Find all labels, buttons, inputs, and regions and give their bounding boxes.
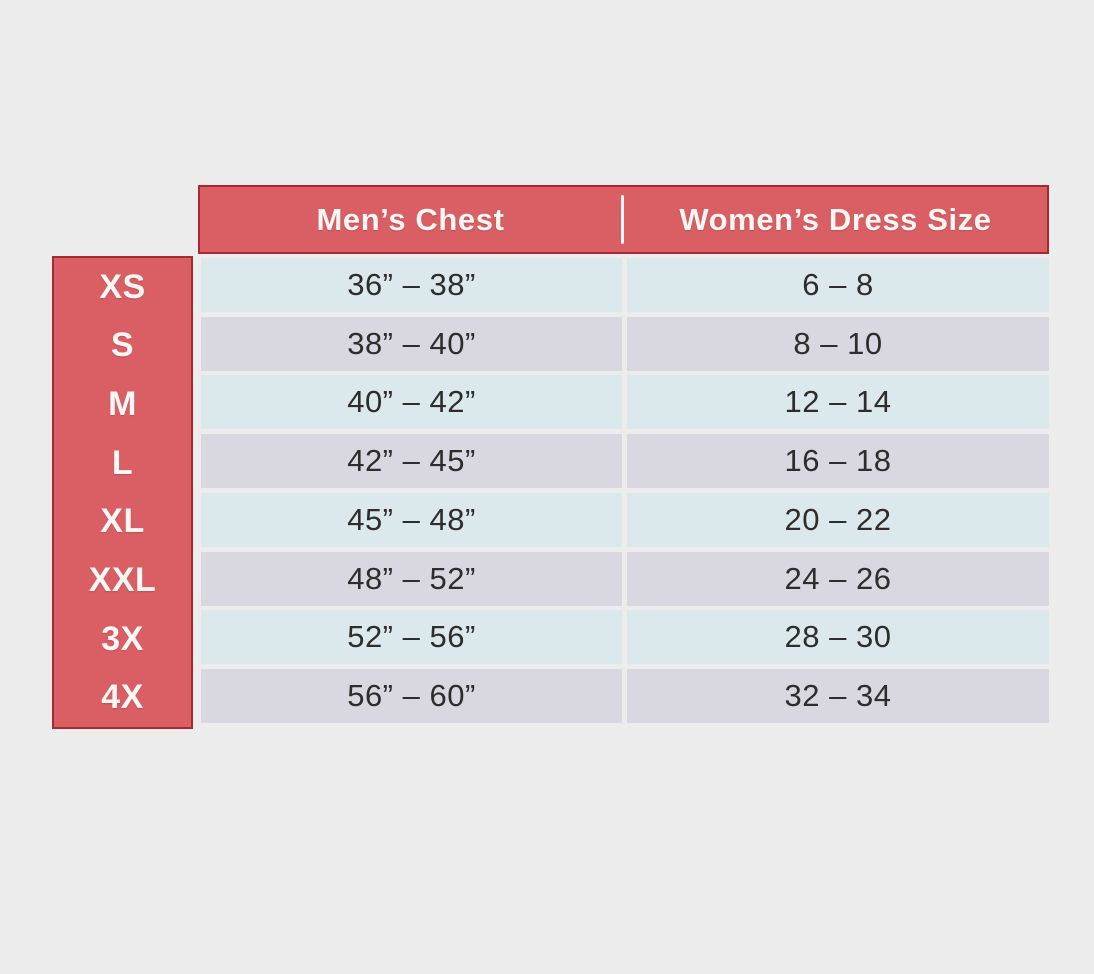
- womens-dress-value: 32 – 34: [627, 668, 1049, 723]
- womens-dress-value: 6 – 8: [627, 258, 1049, 312]
- header-divider: [621, 195, 624, 244]
- table-row: 40” – 42” 12 – 14: [201, 375, 1049, 430]
- table-row: 42” – 45” 16 – 18: [201, 434, 1049, 489]
- row-label-l: L: [111, 443, 134, 482]
- table-row: 38” – 40” 8 – 10: [201, 316, 1049, 371]
- table-row: 56” – 60” 32 – 34: [201, 668, 1049, 723]
- mens-chest-value: 38” – 40”: [201, 316, 622, 371]
- table-row: 36” – 38” 6 – 8: [201, 258, 1049, 312]
- size-label-column: XS S M L XL XXL 3X 4X: [52, 256, 193, 729]
- mens-chest-value: 45” – 48”: [201, 492, 622, 547]
- womens-dress-value: 24 – 26: [627, 551, 1049, 606]
- table-body: 36” – 38” 6 – 8 38” – 40” 8 – 10 40” – 4…: [201, 258, 1049, 723]
- mens-chest-value: 36” – 38”: [201, 258, 622, 312]
- table-header: Men’s Chest Women’s Dress Size: [198, 185, 1049, 254]
- row-label-xxl: XXL: [88, 560, 157, 599]
- womens-dress-value: 20 – 22: [627, 492, 1049, 547]
- row-label-xl: XL: [100, 502, 145, 541]
- mens-chest-value: 42” – 45”: [201, 434, 622, 489]
- womens-dress-value: 8 – 10: [627, 316, 1049, 371]
- womens-dress-value: 12 – 14: [627, 375, 1049, 430]
- table-row: 52” – 56” 28 – 30: [201, 610, 1049, 665]
- mens-chest-value: 52” – 56”: [201, 610, 622, 665]
- row-label-3x: 3X: [101, 619, 144, 658]
- column-header-womens-dress-size: Women’s Dress Size: [679, 201, 992, 237]
- mens-chest-value: 56” – 60”: [201, 668, 622, 723]
- womens-dress-value: 28 – 30: [627, 610, 1049, 665]
- row-label-xs: XS: [99, 267, 146, 306]
- womens-dress-value: 16 – 18: [627, 434, 1049, 489]
- row-label-s: S: [110, 326, 135, 365]
- mens-chest-value: 48” – 52”: [201, 551, 622, 606]
- table-row: 48” – 52” 24 – 26: [201, 551, 1049, 606]
- row-label-m: M: [108, 385, 137, 424]
- table-row: 45” – 48” 20 – 22: [201, 492, 1049, 547]
- column-header-mens-chest: Men’s Chest: [316, 201, 505, 237]
- row-label-4x: 4X: [101, 678, 144, 717]
- mens-chest-value: 40” – 42”: [201, 375, 622, 430]
